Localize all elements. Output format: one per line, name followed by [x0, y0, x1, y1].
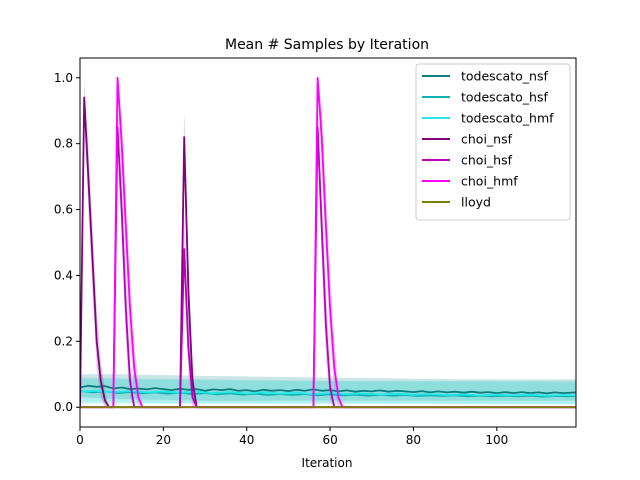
x-axis-label: Iteration [302, 456, 353, 470]
series-line-todescato_nsf [80, 384, 576, 395]
x-tick-label: 20 [156, 433, 171, 447]
series-line-todescato_hsf [80, 389, 576, 398]
legend-label-todescato_hsf: todescato_hsf [461, 90, 548, 105]
y-tick-label: 0.6 [54, 203, 73, 217]
axes: 0 20 40 60 80 100 0.0 0.2 0.4 0.6 0.8 1.0 [54, 57, 577, 447]
legend-box [415, 63, 571, 221]
legend-label-lloyd: lloyd [461, 195, 491, 210]
y-tick-label: 0.2 [54, 334, 73, 348]
y-tick-label: 1.0 [54, 71, 73, 85]
series-line-todescato_hmf [80, 389, 576, 397]
legend-label-choi_nsf: choi_nsf [461, 132, 513, 147]
plot-frame [79, 57, 577, 428]
x-tick-label: 40 [239, 433, 254, 447]
legend-label-choi_hsf: choi_hsf [461, 153, 513, 168]
x-tick-label: 0 [76, 433, 84, 447]
series-line-choi_hsf [80, 126, 576, 409]
x-tick-label: 100 [485, 433, 508, 447]
y-tick-label: 0.0 [54, 400, 73, 414]
legend-label-todescato_hmf: todescato_hmf [461, 111, 554, 126]
band-choi_hmf [80, 77, 576, 408]
y-tick-label: 0.8 [54, 137, 73, 151]
legend: todescato_nsf todescato_hsf todescato_hmfc… [415, 63, 571, 221]
series-group [80, 76, 576, 409]
plot-area [80, 76, 576, 409]
x-tick-label: 60 [322, 433, 337, 447]
legend-label-todescato_nsf: todescato_nsf [461, 69, 548, 84]
x-tick-label: 80 [406, 433, 421, 447]
y-tick-label: 0.4 [54, 268, 73, 282]
chart-title: Mean # Samples by Iteration [225, 37, 429, 53]
band-todescato_hmf [80, 379, 576, 405]
legend-label-choi_hmf: choi_hmf [461, 174, 518, 189]
